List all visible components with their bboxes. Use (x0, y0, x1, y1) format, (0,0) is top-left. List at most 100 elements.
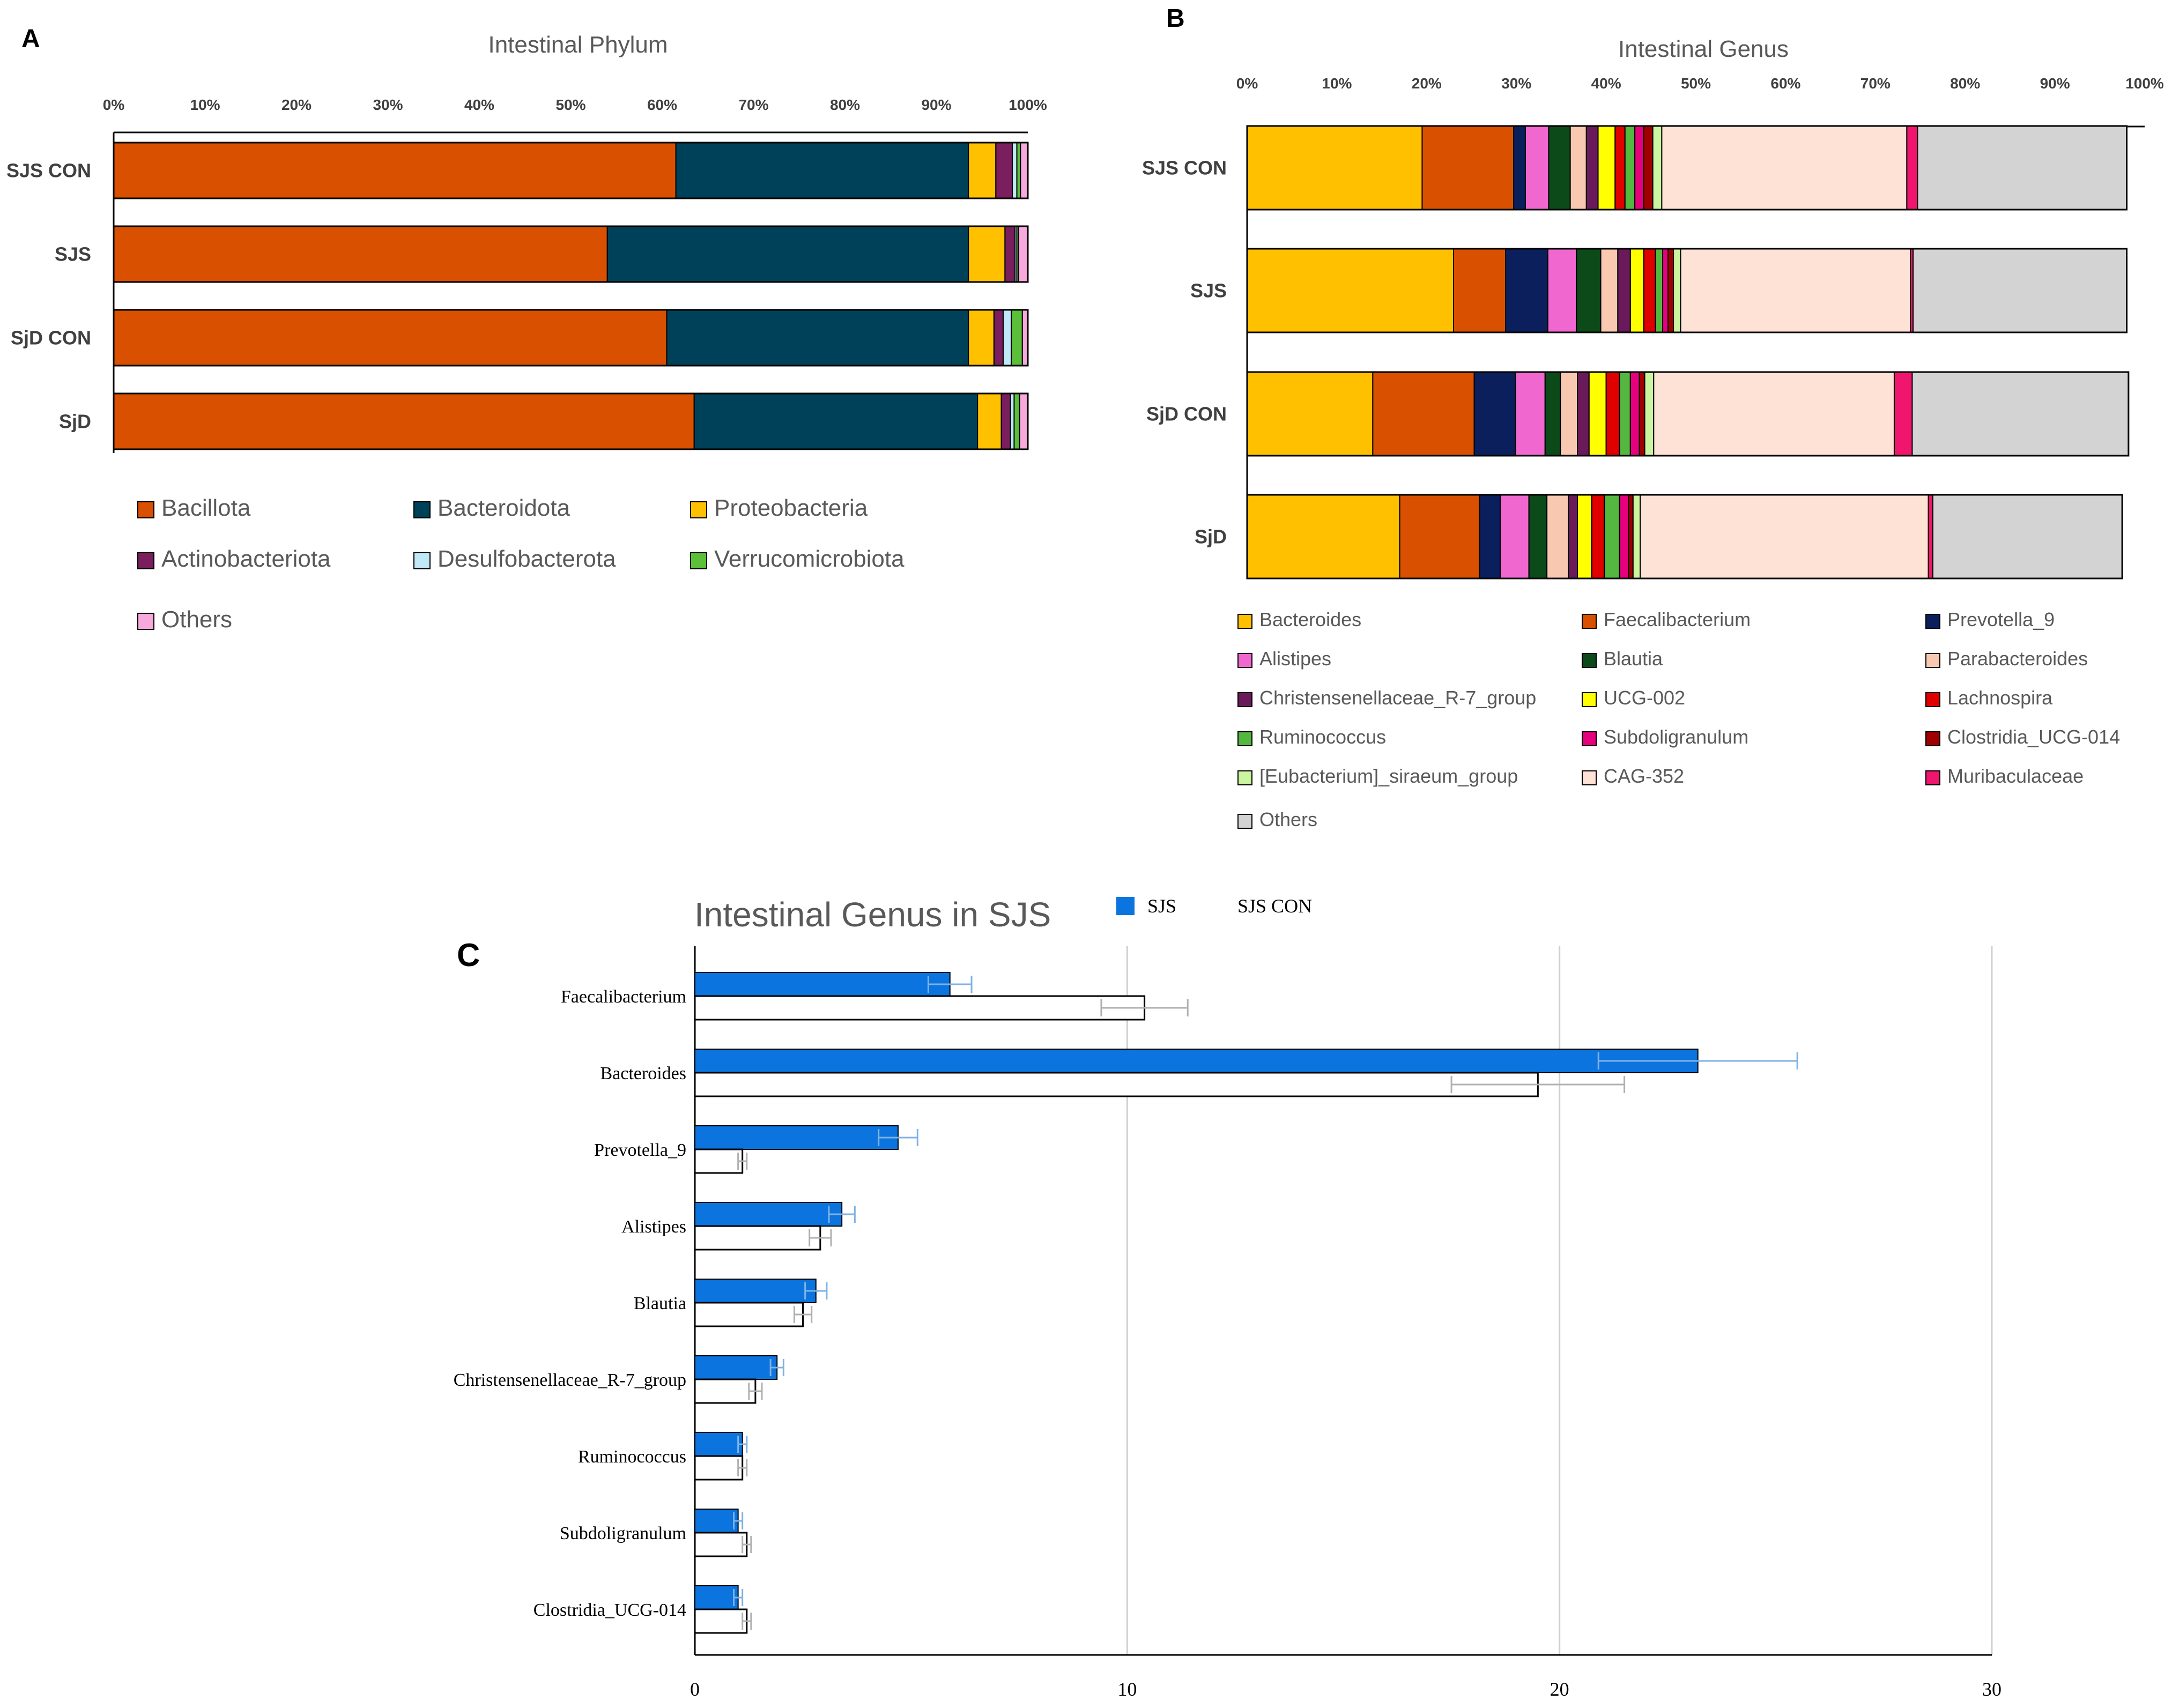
bar-sjs-con (694, 1608, 748, 1634)
bar-segment-bacillota (113, 309, 668, 366)
bar-outline (113, 225, 1029, 283)
bar-segment-clostridia-ucg-014 (1628, 494, 1634, 579)
legend-label: Others (161, 606, 232, 633)
bar-segment-cag-352 (1661, 125, 1908, 210)
bar-segment-others (1021, 309, 1029, 366)
bar-segment-verrucomicrobiota (1016, 142, 1021, 199)
x-tick-label: 40% (464, 96, 494, 113)
bar-segment-christensenellaceae-r-7-group (1568, 494, 1578, 579)
bar-segment-eubacterium-siraeum-group (1644, 372, 1655, 456)
bar-segment-others (1018, 226, 1028, 283)
bar-sjs (694, 972, 951, 997)
bar-segment-bacillota (113, 226, 608, 283)
legend-swatch-others (1237, 814, 1252, 829)
bar-segment-prevotella-9 (1473, 372, 1516, 456)
x-tick-label: 90% (2040, 75, 2070, 92)
category-label: SjD (1195, 526, 1227, 548)
bar-segment-actinobacteriota (1004, 226, 1016, 283)
bar-segment-bacteroides (1247, 125, 1423, 210)
panel-b-letter: B (1166, 4, 1185, 33)
x-tick-label: 100% (1009, 96, 1047, 113)
bar-segment-muribaculaceae (1906, 125, 1918, 210)
bar-segment-muribaculaceae (1928, 494, 1933, 579)
legend-swatch-eubacterium-siraeum-group (1237, 770, 1252, 785)
bar-segment-eubacterium-siraeum-group (1632, 494, 1641, 579)
genus-stacked-bar-chart: 0% 10% 20% 30% 40% 50% 60% 70% 80% 90% 100% SJS CON… (1142, 75, 2164, 830)
bar-segment-bacteroides (1247, 248, 1455, 333)
category-label: SjD CON (11, 327, 91, 349)
panel-a: A Intestinal Phylum 0% 10% 20% 30% 40% 50% 60%… (6, 25, 1047, 633)
bar-segment-faecalibacterium (1421, 125, 1515, 210)
bar-segment-prevotella-9 (1479, 494, 1501, 579)
bar-segment-ruminococcus (1604, 494, 1620, 579)
category-label: SjD CON (1146, 403, 1227, 425)
x-tick-label: 70% (1860, 75, 1891, 92)
legend-label: Blautia (1604, 648, 1663, 670)
bar-segment-verrucomicrobiota (1011, 309, 1023, 366)
bar-segment-others (1912, 248, 2127, 333)
bar-sjs (694, 1432, 743, 1457)
bar-segment-cag-352 (1680, 248, 1911, 333)
panel-c: C Intestinal Genus in SJS SJS SJS CON 0 10 2… (454, 895, 2001, 1700)
legend-swatch-verrucomicrobiota (690, 552, 707, 569)
legend-label: Subdoligranulum (1604, 726, 1748, 748)
panel-c-letter: C (457, 937, 480, 973)
bar-segment-others (1019, 393, 1029, 450)
bar-segment-proteobacteria (977, 393, 1002, 450)
x-tick-label: 20% (281, 96, 312, 113)
bar-segment-bacteroides (1247, 372, 1374, 456)
bar-segment-ruminococcus (1655, 248, 1664, 333)
bar-sjs (694, 1585, 739, 1610)
bar-segment-christensenellaceae-r-7-group (1617, 248, 1631, 333)
bar-outline (1246, 494, 2123, 580)
legend-label: Alistipes (1259, 648, 1331, 670)
legend-label: Verrucomicrobiota (714, 546, 905, 572)
bar-segment-desulfobacterota (1010, 393, 1015, 450)
bar-segment-proteobacteria (968, 142, 997, 199)
x-tick-label: 0% (1236, 75, 1258, 92)
bar-outline (1246, 248, 2128, 333)
panel-a-letter: A (21, 25, 40, 53)
legend-label: Others (1259, 808, 1317, 830)
bar-segment-desulfobacterota (1012, 142, 1018, 199)
phylum-stacked-bar-chart: 0% 10% 20% 30% 40% 50% 60% 70% 80% 90% 100% SJS CON… (6, 96, 1047, 633)
legend-swatch-faecalibacterium (1582, 614, 1597, 629)
category-label: Alistipes (621, 1217, 686, 1237)
bar-segment-eubacterium-siraeum-group (1652, 125, 1663, 210)
bar-sjs-con (694, 1455, 744, 1481)
bar-sjs-con (694, 1532, 748, 1557)
bar-segment-alistipes (1500, 494, 1530, 579)
x-tick-label: 60% (1770, 75, 1800, 92)
legend-swatch-clostridia-ucg-014 (1925, 731, 1940, 746)
legend-swatch-bacteroidota (413, 501, 431, 518)
bar-segment-cag-352 (1640, 494, 1929, 579)
legend-swatch-proteobacteria (690, 501, 707, 518)
legend-label: Bacillota (161, 495, 251, 521)
bar-segment-blautia (1548, 125, 1571, 210)
bar-segment-lachnospira (1591, 494, 1605, 579)
legend-swatch-others (137, 613, 154, 630)
legend-swatch-prevotella-9 (1925, 614, 1940, 629)
category-label: SJS (55, 243, 91, 265)
x-tick-label: 60% (647, 96, 677, 113)
bar-segment-actinobacteriota (1000, 393, 1011, 450)
x-tick-label: 30% (373, 96, 403, 113)
bar-segment-alistipes (1547, 248, 1577, 333)
legend-label: Parabacteroides (1947, 648, 2088, 670)
bar-segment-bacteroidota (606, 226, 969, 283)
legend-label: SJS CON (1237, 895, 1312, 917)
legend-swatch-muribaculaceae (1925, 770, 1940, 785)
bar-segment-ruminococcus (1619, 372, 1631, 456)
bar-outline (113, 309, 1029, 367)
bar-segment-ucg-002 (1597, 125, 1616, 210)
genus-chart-title: Intestinal Genus (1618, 36, 1789, 62)
legend-label: Ruminococcus (1259, 726, 1386, 748)
bar-segment-clostridia-ucg-014 (1639, 372, 1645, 456)
x-tick-label: 10 (1117, 1679, 1137, 1700)
bar-segment-clostridia-ucg-014 (1667, 248, 1674, 333)
x-tick-label: 20 (1550, 1679, 1569, 1700)
legend-label: Bacteroidota (438, 495, 570, 521)
legend-label: Bacteroides (1259, 608, 1361, 630)
x-tick-label: 20% (1412, 75, 1442, 92)
